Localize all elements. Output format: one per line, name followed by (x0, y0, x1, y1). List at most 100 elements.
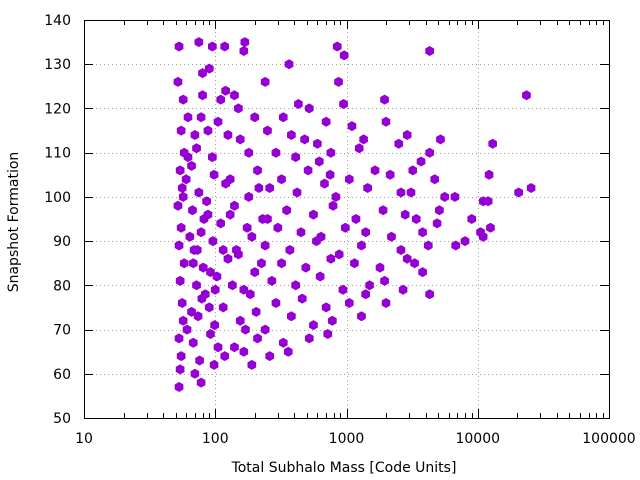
data-point (195, 355, 204, 366)
data-point (194, 187, 204, 198)
data-point (396, 187, 406, 198)
data-point (173, 200, 183, 211)
data-point (210, 284, 220, 295)
data-point (198, 90, 207, 101)
data-point (300, 134, 309, 145)
data-point (220, 351, 229, 362)
data-point (488, 138, 497, 149)
data-point (223, 253, 233, 264)
data-point (250, 112, 260, 123)
data-point (323, 329, 333, 339)
data-point (385, 169, 395, 180)
data-point (201, 289, 210, 300)
y-tick-label: 80 (53, 278, 71, 294)
data-point (345, 298, 354, 308)
data-point (332, 41, 342, 52)
data-point (193, 245, 202, 255)
data-point (402, 130, 412, 140)
data-point (263, 125, 272, 136)
data-point (354, 143, 364, 154)
data-point (359, 134, 368, 145)
data-point (357, 311, 366, 322)
data-point (315, 271, 325, 282)
data-point (301, 262, 311, 273)
data-point (178, 315, 188, 326)
x-axis-label: Total Subhalo Mass [Code Units] (231, 460, 457, 476)
data-point (174, 240, 184, 251)
data-point (221, 178, 230, 189)
data-point (202, 196, 211, 207)
data-point (425, 147, 434, 158)
data-point (223, 130, 233, 140)
data-point (192, 143, 201, 154)
data-point (251, 306, 261, 317)
y-tick-label: 130 (44, 57, 71, 73)
y-tick-label: 140 (44, 13, 71, 29)
data-point (239, 346, 249, 357)
data-point (287, 311, 296, 322)
data-point (273, 222, 283, 233)
data-point (380, 275, 389, 286)
data-point (176, 222, 186, 233)
data-point (460, 236, 470, 247)
data-point (173, 76, 183, 87)
data-point (328, 200, 338, 211)
data-point (192, 280, 201, 291)
y-tick-label: 110 (44, 146, 71, 162)
data-point (484, 169, 494, 180)
data-point (178, 94, 188, 105)
data-point (235, 315, 245, 326)
data-point (213, 116, 223, 127)
data-point (188, 258, 198, 269)
data-point (425, 289, 434, 300)
data-point (183, 152, 193, 163)
data-point (277, 258, 286, 269)
data-point (216, 94, 225, 105)
data-points (173, 37, 536, 392)
data-point (239, 46, 249, 56)
data-point (396, 245, 406, 255)
data-point (199, 214, 209, 224)
data-point (177, 298, 187, 308)
data-point (425, 46, 434, 56)
data-point (326, 147, 336, 158)
data-point (381, 298, 391, 308)
data-point (178, 191, 188, 202)
data-point (328, 315, 337, 326)
data-point (303, 165, 313, 176)
data-point (247, 359, 257, 370)
data-point (265, 351, 274, 362)
data-point (339, 99, 348, 109)
data-point (282, 205, 291, 216)
data-point (283, 346, 293, 357)
data-point (181, 174, 191, 185)
y-tick-label: 100 (44, 190, 71, 206)
data-point (208, 236, 218, 247)
data-point (341, 222, 350, 233)
data-point (526, 183, 536, 193)
data-point (325, 169, 335, 180)
data-point (220, 41, 229, 52)
data-point (253, 333, 262, 344)
data-point (321, 302, 331, 313)
data-point (193, 311, 203, 322)
data-point (339, 50, 349, 61)
data-point (411, 214, 421, 224)
data-point (187, 306, 196, 317)
data-point (400, 209, 410, 220)
data-point (387, 231, 396, 242)
data-point (204, 63, 214, 74)
data-point (241, 324, 250, 335)
data-point (196, 377, 206, 388)
data-point (263, 214, 272, 224)
data-point (486, 222, 495, 233)
data-point (190, 368, 200, 379)
data-point (418, 267, 427, 278)
data-point (198, 262, 208, 273)
data-point (285, 245, 295, 255)
data-point (235, 134, 245, 145)
data-point (194, 37, 204, 48)
data-point (402, 253, 412, 264)
data-point (228, 280, 237, 291)
data-point (230, 200, 239, 211)
